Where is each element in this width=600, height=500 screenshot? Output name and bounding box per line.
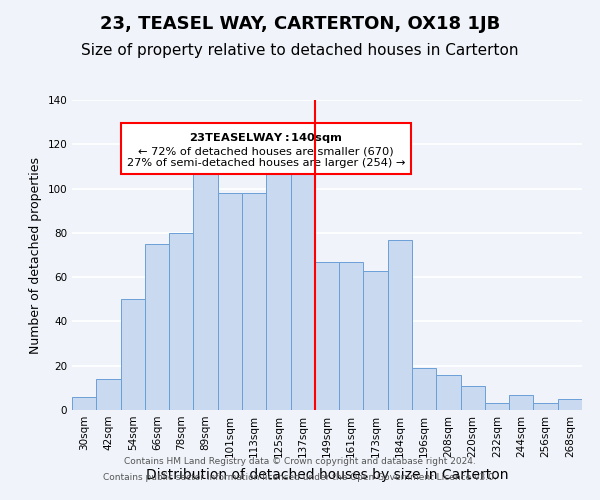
Bar xyxy=(388,240,412,410)
Bar xyxy=(509,394,533,410)
Bar xyxy=(290,173,315,410)
Bar xyxy=(412,368,436,410)
Bar xyxy=(461,386,485,410)
Bar xyxy=(218,193,242,410)
Bar xyxy=(169,233,193,410)
X-axis label: Distribution of detached houses by size in Carterton: Distribution of detached houses by size … xyxy=(146,468,508,482)
Y-axis label: Number of detached properties: Number of detached properties xyxy=(29,156,42,354)
Bar xyxy=(558,399,582,410)
Bar xyxy=(121,300,145,410)
Bar xyxy=(339,262,364,410)
Bar xyxy=(193,148,218,410)
Text: Contains public sector information licensed under the Open Government Licence v3: Contains public sector information licen… xyxy=(103,472,497,482)
Bar xyxy=(266,156,290,410)
Bar xyxy=(364,270,388,410)
Bar xyxy=(315,262,339,410)
Bar xyxy=(485,404,509,410)
Bar xyxy=(533,404,558,410)
Bar xyxy=(96,379,121,410)
Bar xyxy=(145,244,169,410)
Text: $\bf{23 TEASEL WAY: 140sqm}$
← 72% of detached houses are smaller (670)
27% of s: $\bf{23 TEASEL WAY: 140sqm}$ ← 72% of de… xyxy=(127,131,405,168)
Bar xyxy=(242,193,266,410)
Bar xyxy=(72,396,96,410)
Text: Contains HM Land Registry data © Crown copyright and database right 2024.: Contains HM Land Registry data © Crown c… xyxy=(124,458,476,466)
Text: Size of property relative to detached houses in Carterton: Size of property relative to detached ho… xyxy=(81,42,519,58)
Bar xyxy=(436,374,461,410)
Text: 23, TEASEL WAY, CARTERTON, OX18 1JB: 23, TEASEL WAY, CARTERTON, OX18 1JB xyxy=(100,15,500,33)
